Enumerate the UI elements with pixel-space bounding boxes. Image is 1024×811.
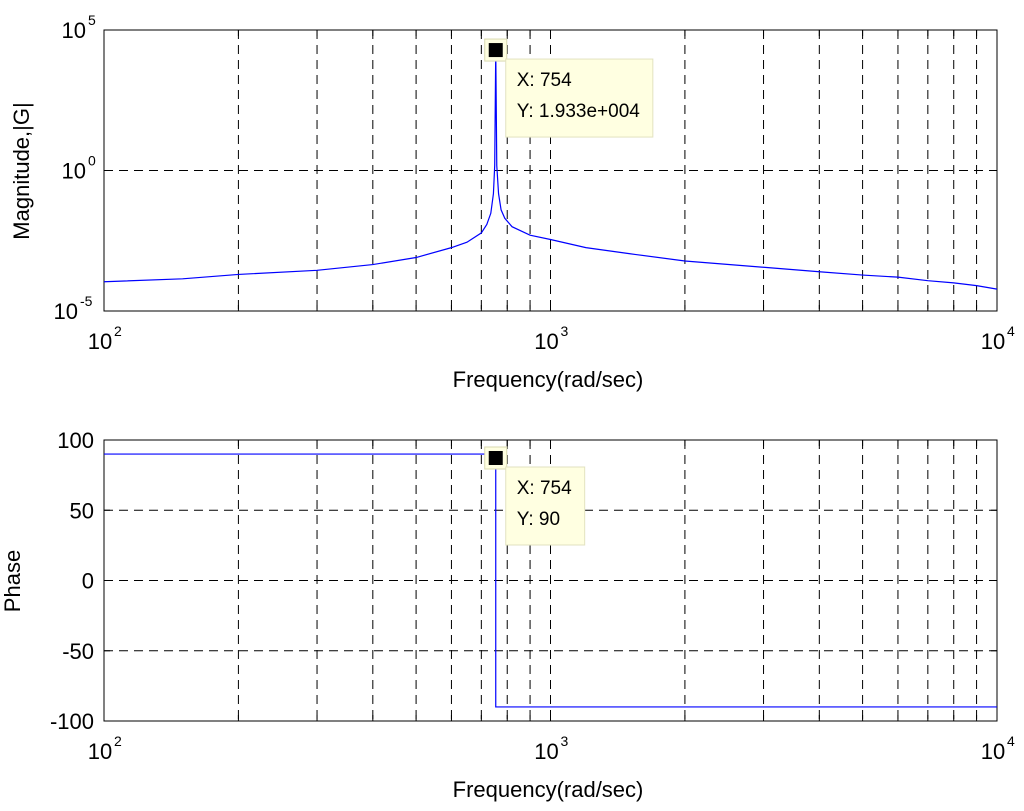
x-tick-label: 10: [534, 739, 558, 764]
magnitude-tick-marks: [104, 29, 997, 312]
datatip-marker[interactable]: [488, 43, 503, 58]
x-tick-label-exponent: 4: [1007, 323, 1015, 339]
y-tick-label: 10: [54, 299, 78, 324]
x-tick-label: 10: [88, 329, 112, 354]
magnitude-grid: [104, 30, 997, 311]
datatip-x-text: X: 754: [517, 70, 572, 91]
datatip-box: [505, 58, 654, 138]
phase-series-line: [104, 453, 997, 708]
y-tick-label: 50: [70, 498, 94, 523]
x-tick-label: 10: [88, 739, 112, 764]
magnitude-series-line: [103, 50, 998, 290]
y-tick-label: 100: [57, 428, 94, 453]
y-tick-label: -50: [62, 639, 94, 664]
y-tick-label: 0: [82, 569, 94, 594]
phase-x-tick-labels: 10 2 10 3 10 4: [88, 733, 1015, 764]
x-tick-label-exponent: 2: [114, 733, 122, 749]
y-tick-label: 10: [62, 18, 86, 43]
datatip-y-text: Y: 90: [517, 509, 560, 530]
phase-xlabel: Frequency(rad/sec): [453, 777, 644, 802]
magnitude-ylabel: Magnitude,|G|: [9, 102, 34, 239]
datatip-marker[interactable]: [488, 451, 503, 465]
x-tick-label: 10: [981, 329, 1005, 354]
magnitude-datatip[interactable]: X: 754 Y: 1.933e+004: [484, 38, 654, 138]
x-tick-label-exponent: 3: [561, 323, 569, 339]
x-tick-label: 10: [534, 329, 558, 354]
y-tick-label-exponent: 0: [88, 153, 96, 169]
magnitude-xlabel: Frequency(rad/sec): [453, 367, 644, 392]
x-tick-label-exponent: 2: [114, 323, 122, 339]
magnitude-x-tick-labels: 10 2 10 3 10 4: [88, 323, 1015, 354]
phase-ylabel: Phase: [0, 550, 25, 612]
x-tick-label-exponent: 3: [561, 733, 569, 749]
phase-datatip[interactable]: X: 754 Y: 90: [484, 446, 586, 546]
datatip-x-text: X: 754: [517, 478, 572, 499]
x-tick-label-exponent: 4: [1007, 733, 1015, 749]
datatip-y-text: Y: 1.933e+004: [517, 101, 641, 122]
x-tick-label: 10: [981, 739, 1005, 764]
y-tick-label-exponent: 5: [88, 12, 96, 28]
y-tick-label: 10: [62, 159, 86, 184]
phase-tick-marks: [104, 439, 997, 722]
y-tick-label: -100: [50, 709, 94, 734]
datatip-box: [505, 466, 586, 546]
phase-y-tick-labels: 100 50 0 -50 -100: [50, 428, 94, 734]
y-tick-label-exponent: -5: [80, 293, 93, 309]
